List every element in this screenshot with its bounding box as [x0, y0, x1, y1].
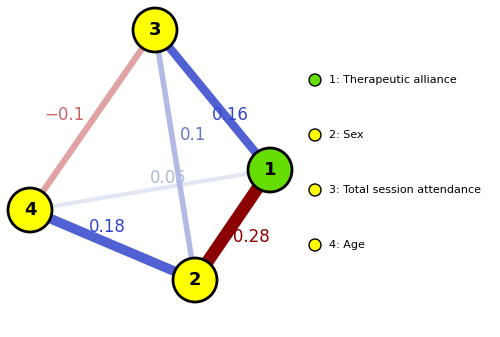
Text: 4: Age: 4: Age: [329, 240, 365, 250]
Circle shape: [309, 184, 321, 196]
Text: −0.1: −0.1: [44, 106, 84, 124]
Text: 0.18: 0.18: [89, 218, 126, 236]
Circle shape: [248, 148, 292, 192]
Text: 3: Total session attendance: 3: Total session attendance: [329, 185, 481, 195]
Circle shape: [133, 8, 177, 52]
Text: 2: 2: [189, 271, 201, 289]
Circle shape: [309, 129, 321, 141]
Text: 0.16: 0.16: [212, 106, 249, 124]
Circle shape: [173, 258, 217, 302]
Text: 0.1: 0.1: [180, 126, 206, 144]
Text: 4: 4: [24, 201, 36, 219]
Circle shape: [8, 188, 52, 232]
Circle shape: [309, 74, 321, 86]
Text: 1: Therapeutic alliance: 1: Therapeutic alliance: [329, 75, 457, 85]
Text: 2: Sex: 2: Sex: [329, 130, 364, 140]
Text: −0.28: −0.28: [219, 228, 270, 246]
Text: 3: 3: [149, 21, 161, 39]
Text: 1: 1: [264, 161, 276, 179]
Circle shape: [309, 239, 321, 251]
Text: 0.05: 0.05: [150, 169, 186, 187]
